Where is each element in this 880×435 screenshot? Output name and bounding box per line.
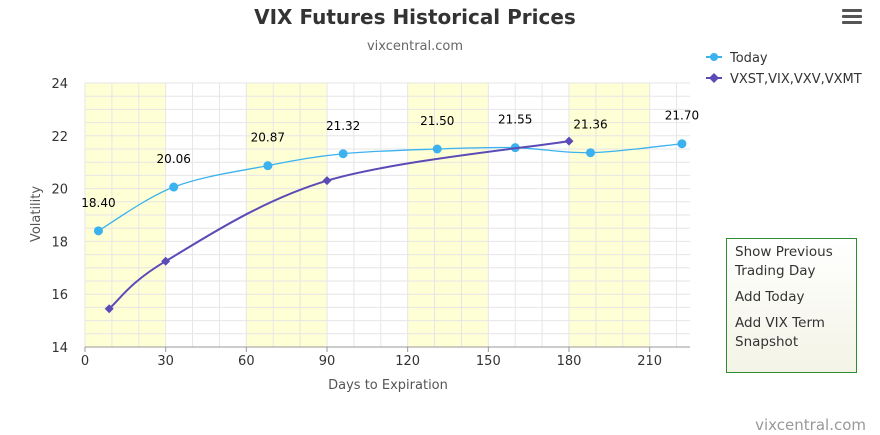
axes: 0 30 60 90 120 150 180 210 14 16 18 20 22 24 xyxy=(51,77,690,369)
point-marker-0 xyxy=(586,148,596,158)
x-tick-label: 180 xyxy=(557,354,582,369)
legend-item-today[interactable]: Today xyxy=(706,51,768,66)
x-tick-label: 60 xyxy=(238,354,255,369)
series-line-0 xyxy=(98,143,682,232)
x-tick-label: 90 xyxy=(319,354,336,369)
y-tick-label: 20 xyxy=(51,183,68,198)
data-label: 20.87 xyxy=(251,131,285,145)
data-label: 21.70 xyxy=(665,109,699,123)
show-previous-trading-day-button[interactable]: Show Previous Trading Day xyxy=(735,244,833,279)
data-label: 21.36 xyxy=(573,118,607,132)
y-axis-title: Volatility xyxy=(29,186,44,242)
y-tick-label: 18 xyxy=(51,235,68,250)
x-tick-label: 30 xyxy=(157,354,174,369)
data-label: 21.32 xyxy=(326,119,360,133)
credit-link[interactable]: vixcentral.com xyxy=(755,416,866,434)
x-tick-label: 0 xyxy=(81,354,89,369)
legend-label-today: Today xyxy=(729,51,768,66)
point-marker-1 xyxy=(564,136,574,146)
point-marker-0 xyxy=(263,161,273,171)
point-marker-1 xyxy=(161,256,171,266)
point-marker-0 xyxy=(169,182,179,192)
x-axis-title: Days to Expiration xyxy=(328,378,448,393)
point-marker-0 xyxy=(677,139,687,149)
series-layer xyxy=(93,136,687,314)
data-label: 20.06 xyxy=(157,152,191,166)
data-label: 21.50 xyxy=(420,114,454,128)
y-tick-label: 16 xyxy=(51,288,68,303)
y-tick-label: 24 xyxy=(51,77,68,92)
x-tick-label: 120 xyxy=(395,354,420,369)
point-marker-0 xyxy=(93,226,103,236)
point-marker-1 xyxy=(322,176,332,186)
legend-item-term[interactable]: VXST,VIX,VXV,VXMT xyxy=(706,72,862,87)
data-label: 18.40 xyxy=(81,196,115,210)
circle-marker-icon xyxy=(710,53,718,61)
y-tick-label: 14 xyxy=(51,341,68,356)
chart-subtitle: vixcentral.com xyxy=(367,39,463,54)
diamond-marker-icon xyxy=(709,73,719,83)
x-tick-label: 150 xyxy=(476,354,501,369)
add-vix-term-snapshot-button[interactable]: Add VIX Term Snapshot xyxy=(735,315,825,350)
data-label: 21.55 xyxy=(498,113,532,127)
legend-label-term: VXST,VIX,VXV,VXMT xyxy=(730,72,862,87)
legend: Today VXST,VIX,VXV,VXMT xyxy=(706,51,862,87)
side-panel: Show Previous Trading Day Add Today Add … xyxy=(726,238,857,373)
y-tick-label: 22 xyxy=(51,130,68,145)
point-marker-1 xyxy=(104,304,114,314)
hamburger-menu-icon[interactable] xyxy=(840,6,864,28)
series-line-1 xyxy=(108,140,570,310)
point-marker-0 xyxy=(338,149,348,159)
chart-title: VIX Futures Historical Prices xyxy=(254,5,576,29)
data-labels: 18.40 20.06 20.87 21.32 21.50 21.55 21.36 21.70 xyxy=(81,109,699,210)
point-marker-0 xyxy=(432,144,442,154)
add-today-button[interactable]: Add Today xyxy=(735,289,805,305)
x-tick-label: 210 xyxy=(637,354,662,369)
